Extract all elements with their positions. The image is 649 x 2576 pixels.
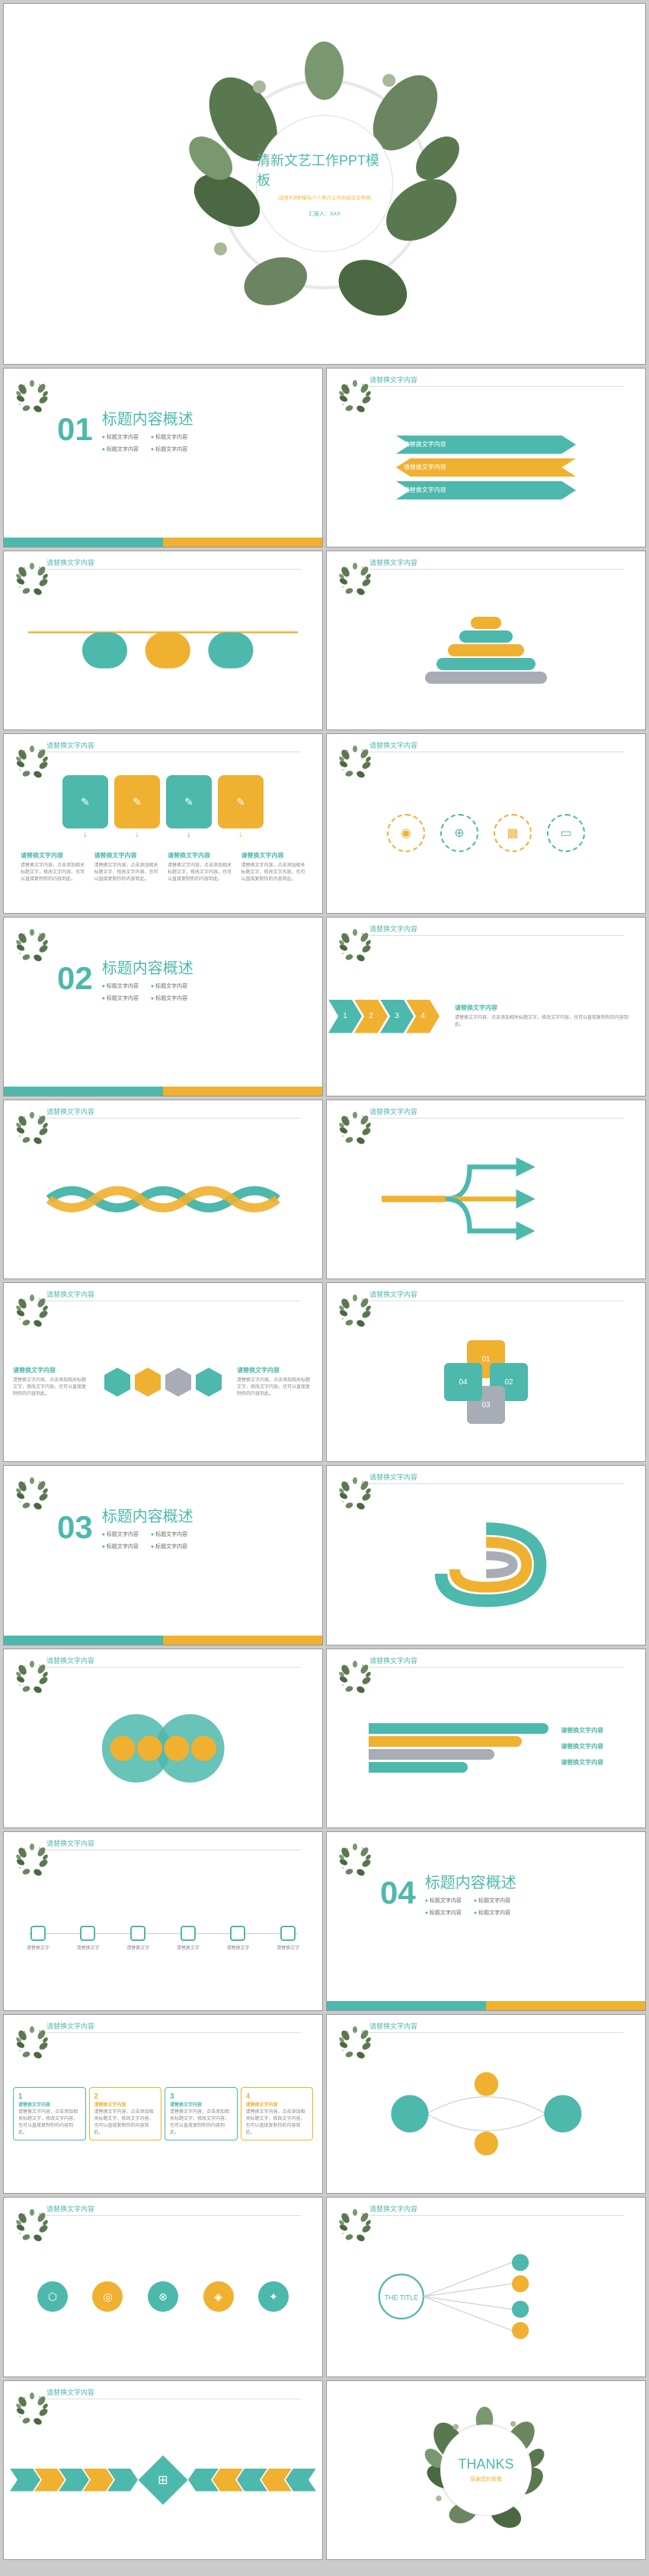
slide-header: 请替换文字内容 <box>46 2204 301 2216</box>
slide-timeline: 请替换文字内容 请替换文字请替换文字请替换文字请替换文字请替换文字请替换文字 <box>3 1831 323 2011</box>
slide-ribbon-swirl: 请替换文字内容 <box>326 1465 646 1645</box>
slide-stack-icons: 请替换文字内容 ⬡◎⊗◈✦ <box>3 2197 323 2376</box>
slide-header: 请替换文字内容 <box>369 1106 624 1119</box>
section-title: 标题内容概述 <box>102 1504 193 1526</box>
icon-row: ◉⊕▦▭ <box>336 814 636 852</box>
slide-header: 请替换文字内容 <box>369 1472 624 1484</box>
diamond-icon: ⊞ <box>138 2455 187 2504</box>
footer-bar <box>4 538 322 547</box>
hero-circle: 清新文艺工作PPT模板 (适用于述职报告|个人简介|工作总结|论文答辩) 汇报人… <box>256 115 393 252</box>
slide-header: 请替换文字内容 <box>46 2387 301 2399</box>
cycle-chart: 01020304 <box>444 1340 528 1424</box>
section-number: 02 <box>57 960 93 997</box>
bracket-row: ✎✎✎✎ <box>13 775 313 828</box>
slide-chevrons: 请替换文字内容 1234 请替换文字内容请替换文字内容，点击添加相关标题文字，修… <box>326 917 646 1096</box>
chevron-small <box>188 2469 310 2491</box>
slide-thanks: THANKS 感谢您的观看 <box>326 2380 646 2560</box>
branch-diagram <box>366 1143 606 1255</box>
chevron-small <box>16 2469 138 2491</box>
slide-ribbons: 请替换文字内容 请替换文字内容 请替换文字内容 请替换文字内容 <box>326 1649 646 1828</box>
svg-text:THE TITLE: THE TITLE <box>384 2294 418 2302</box>
slide-pyramid: 请替换文字内容 <box>326 551 646 730</box>
slide-header: 请替换文字内容 <box>369 2021 624 2033</box>
hex-chart <box>104 1368 222 1397</box>
wreath-icon <box>13 378 51 416</box>
slide-header: 请替换文字内容 <box>369 740 624 752</box>
wave-diagram <box>28 1176 299 1222</box>
ribbon-chart <box>369 1723 548 1773</box>
slide-wave: 请替换文字内容 <box>3 1100 323 1279</box>
flow-chart: 1请替换文字内容请替换文字内容，点击添加相关标题文字，修改文字内容，也可以直接复… <box>13 2087 313 2140</box>
slide-cycle: 请替换文字内容 01020304 <box>326 1282 646 1462</box>
slide-header: 请替换文字内容 <box>46 1106 301 1119</box>
slide-icons: 请替换文字内容 ◉⊕▦▭ <box>326 733 646 913</box>
slide-chev-diamond: 请替换文字内容 ⊞ <box>3 2380 323 2560</box>
footer-bar <box>327 2001 645 2010</box>
slide-venn: 请替换文字内容 <box>3 1649 323 1828</box>
thanks-title: THANKS <box>458 2456 513 2472</box>
hero-subtitle: (适用于述职报告|个人简介|工作总结|论文答辩) <box>278 194 372 201</box>
slide-header: 请替换文字内容 <box>46 2021 301 2033</box>
wreath-icon <box>13 927 51 965</box>
hero-title: 清新文艺工作PPT模板 <box>257 150 392 190</box>
section-title: 标题内容概述 <box>102 956 193 978</box>
venn-diagram <box>73 1703 253 1793</box>
slide-header: 请替换文字内容 <box>46 740 301 752</box>
timeline-chart: 请替换文字请替换文字请替换文字请替换文字请替换文字请替换文字 <box>13 1910 313 1951</box>
slide-header: 请替换文字内容 <box>46 557 301 570</box>
slide-header: 请替换文字内容 <box>369 375 624 387</box>
wreath-icon <box>13 1475 51 1513</box>
slide-flow4: 请替换文字内容 1请替换文字内容请替换文字内容，点击添加相关标题文字，修改文字内… <box>3 2014 323 2194</box>
slide-brackets: 请替换文字内容 ✎✎✎✎ 请替换文字内容请替换文字内容，点击添加相关标题文字，修… <box>3 733 323 913</box>
thanks-circle: THANKS 感谢您的观看 <box>440 2424 532 2516</box>
footer-bar <box>4 1087 322 1096</box>
arrow-item: 请替换文字内容 <box>396 458 576 477</box>
section-number: 04 <box>380 1875 416 1911</box>
slide-header: 请替换文字内容 <box>369 557 624 570</box>
slide-curve-connector: 请替换文字内容 <box>3 551 323 730</box>
slide-header: 请替换文字内容 <box>369 1289 624 1301</box>
slide-section-03: 03 标题内容概述 标题文字内容标题文字内容 标题文字内容标题文字内容 <box>3 1465 323 1645</box>
slide-section-04: 04 标题内容概述 标题文字内容标题文字内容 标题文字内容标题文字内容 <box>326 1831 646 2011</box>
curve-diagram <box>28 605 299 695</box>
section-bullets: 标题文字内容标题文字内容 <box>102 433 193 441</box>
section-title: 标题内容概述 <box>425 1870 516 1892</box>
slide-header: 请替换文字内容 <box>46 1838 301 1850</box>
slide-section-01: 01 标题内容概述 标题文字内容标题文字内容 标题文字内容标题文字内容 <box>3 368 323 547</box>
arrow-item: 请替换文字内容 <box>396 481 576 500</box>
slide-branch-arrows: 请替换文字内容 <box>326 1100 646 1279</box>
section-number: 03 <box>57 1509 93 1546</box>
icon-stack: ⬡◎⊗◈✦ <box>28 2281 299 2312</box>
slide-hexagons: 请替换文字内容 请替换文字内容请替换文字内容，点击添加相关标题文字，修改文字内容… <box>3 1282 323 1462</box>
slide-header: 请替换文字内容 <box>46 1655 301 1668</box>
slide-fan: 请替换文字内容 THE TITLE <box>326 2197 646 2376</box>
slide-arrows: 请替换文字内容 请替换文字内容 请替换文字内容 请替换文字内容 <box>326 368 646 547</box>
arrow-chart: 请替换文字内容 请替换文字内容 请替换文字内容 <box>396 436 576 500</box>
section-title: 标题内容概述 <box>102 407 193 429</box>
slide-header: 请替换文字内容 <box>46 1289 301 1301</box>
slide-header: 请替换文字内容 <box>369 924 624 936</box>
thanks-sub: 感谢您的观看 <box>470 2475 502 2483</box>
slide-header: 请替换文字内容 <box>369 2204 624 2216</box>
chevron-chart: 1234 <box>336 1000 440 1033</box>
slide-header: 请替换文字内容 <box>369 1655 624 1668</box>
hero-author: 汇报人：XXX <box>309 210 340 218</box>
slide-grid: 清新文艺工作PPT模板 (适用于述职报告|个人简介|工作总结|论文答辩) 汇报人… <box>3 3 646 2560</box>
swirl-diagram <box>396 1511 576 1619</box>
footer-bar <box>4 1636 322 1645</box>
arrow-item: 请替换文字内容 <box>396 436 576 454</box>
section-number: 01 <box>57 411 93 448</box>
slide-section-02: 02 标题内容概述 标题文字内容标题文字内容 标题文字内容标题文字内容 <box>3 917 323 1096</box>
pyramid-chart <box>425 617 547 684</box>
wreath-icon <box>336 1841 374 1879</box>
fan-diagram: THE TITLE <box>359 2246 614 2348</box>
node-diagram <box>359 2063 614 2165</box>
slide-hero: 清新文艺工作PPT模板 (适用于述职报告|个人简介|工作总结|论文答辩) 汇报人… <box>3 3 646 365</box>
slide-branch-nodes: 请替换文字内容 <box>326 2014 646 2194</box>
